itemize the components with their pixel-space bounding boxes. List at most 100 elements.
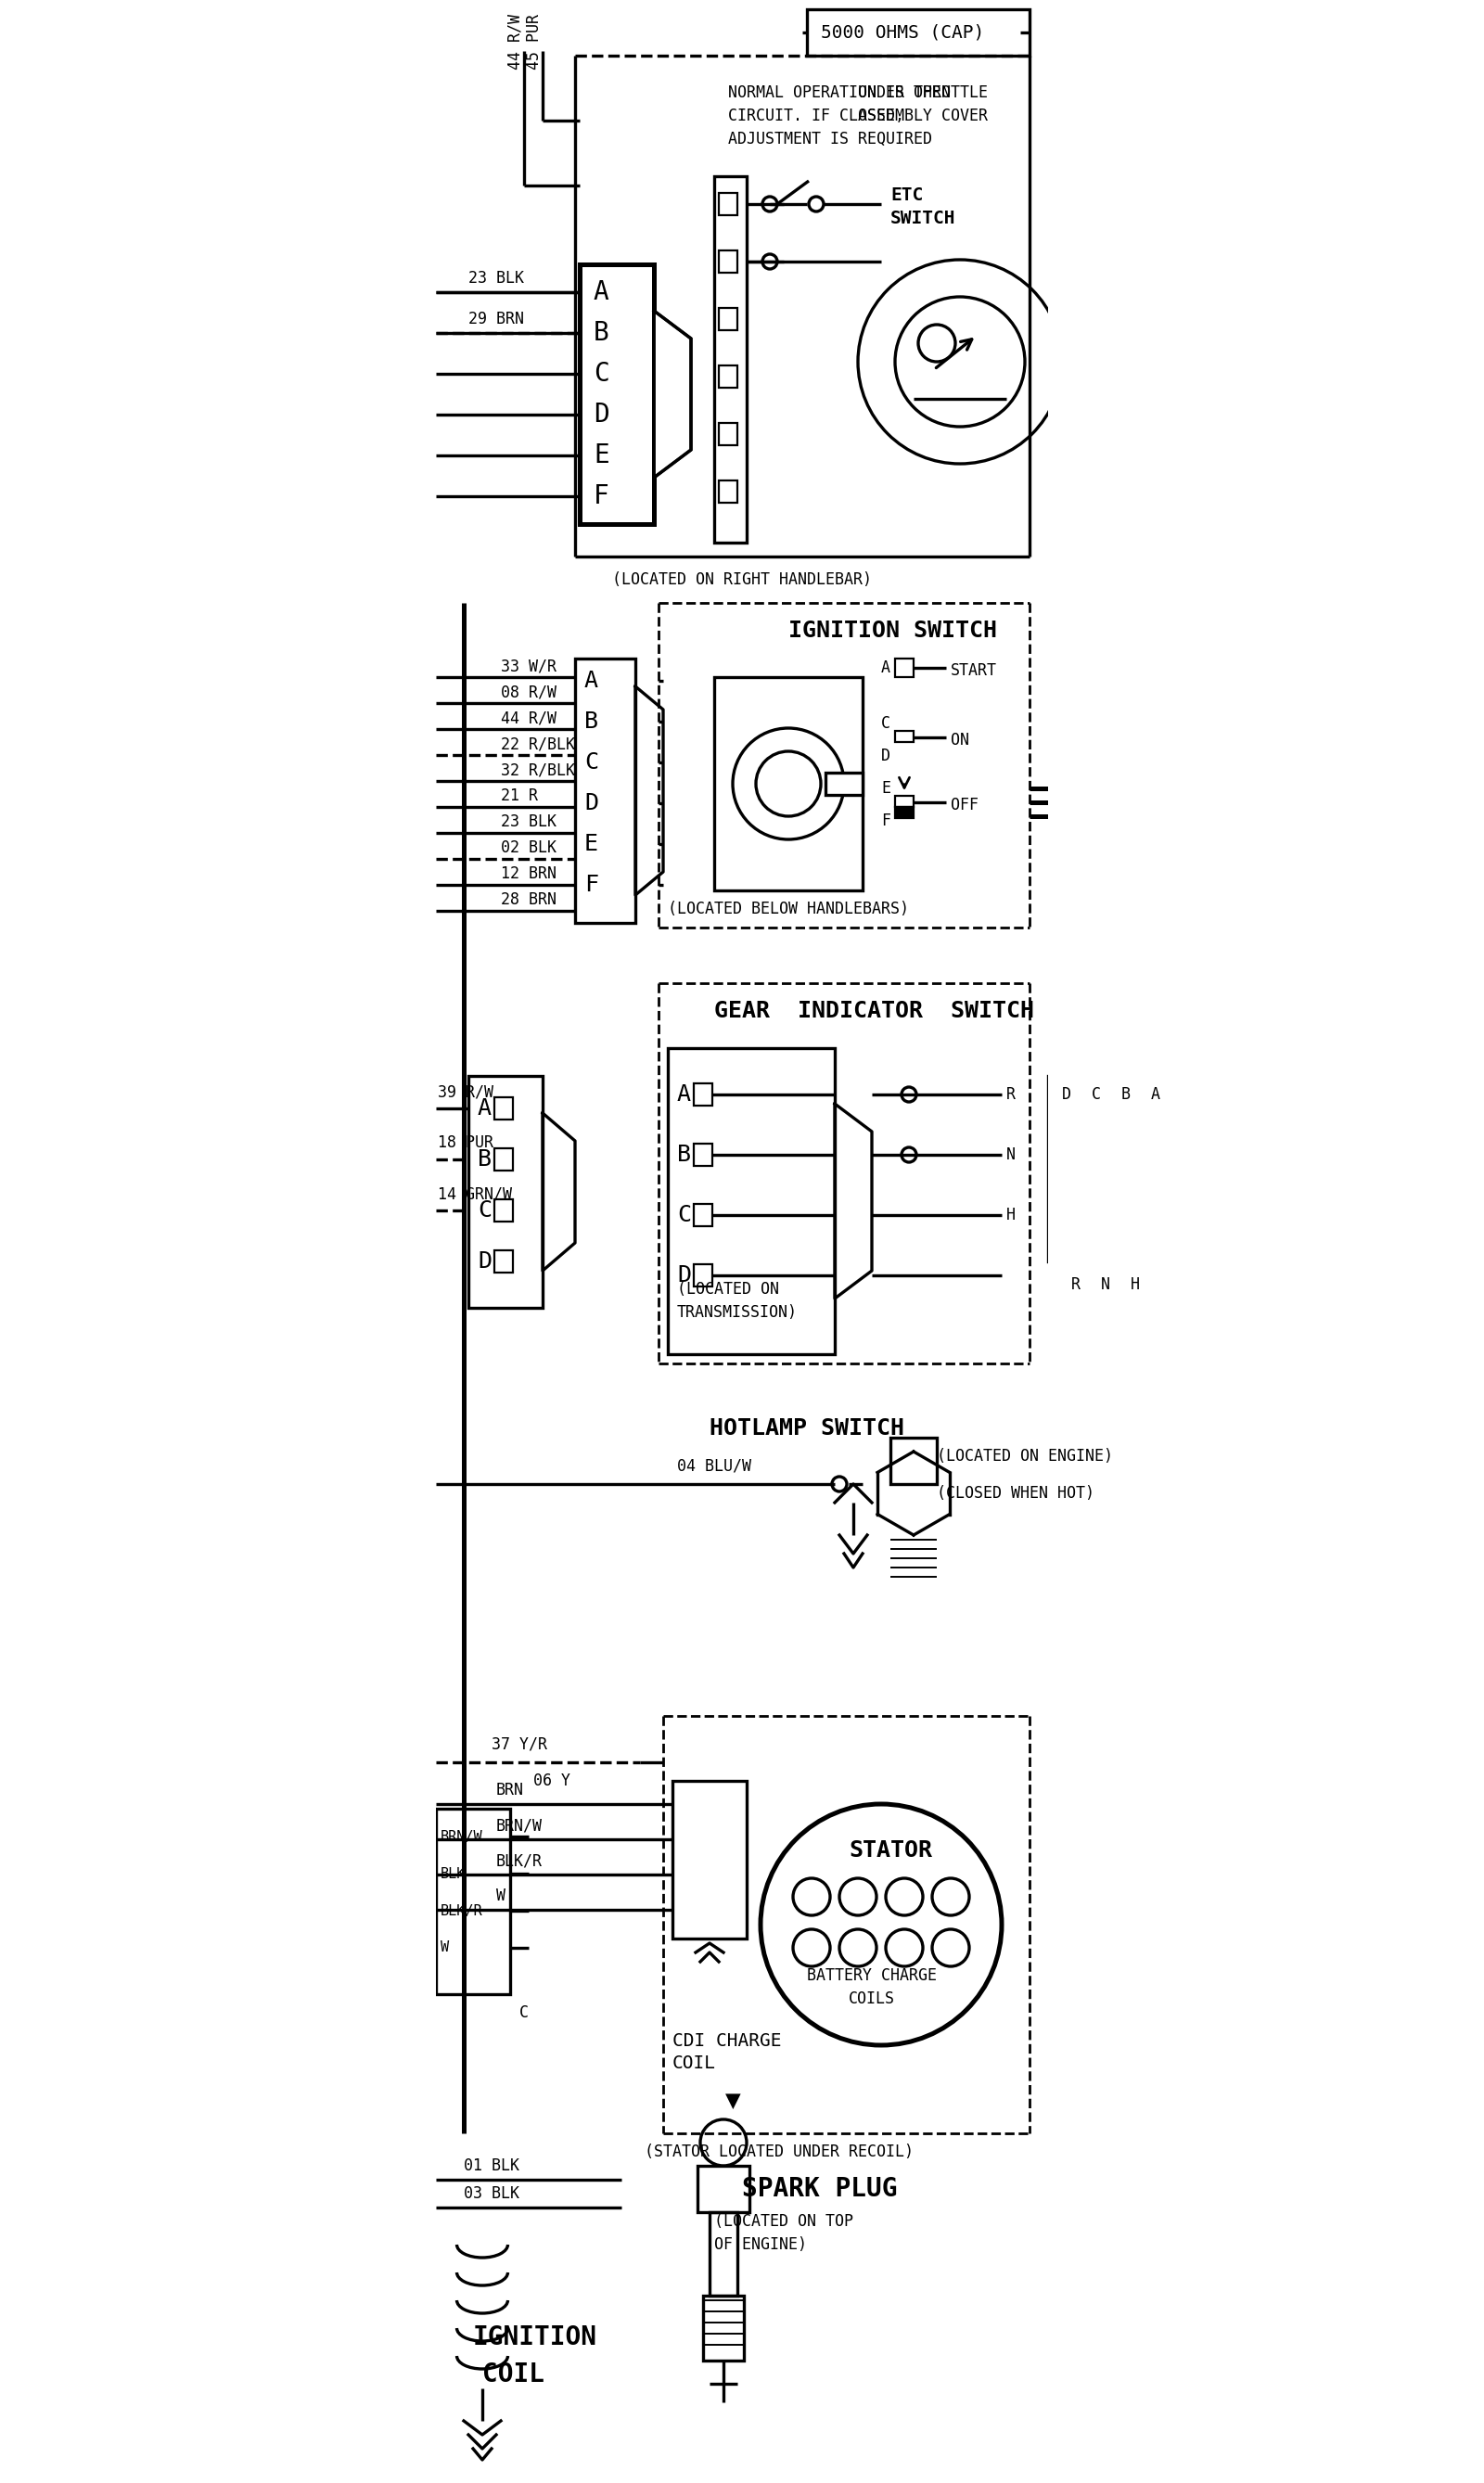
Text: B: B: [594, 320, 608, 345]
Text: OF ENGINE): OF ENGINE): [714, 2237, 807, 2252]
Circle shape: [840, 1929, 877, 1967]
Text: 04 BLU/W: 04 BLU/W: [677, 1458, 751, 1475]
Text: 5000 OHMS (CAP): 5000 OHMS (CAP): [821, 25, 984, 42]
Text: F: F: [881, 812, 890, 829]
Text: N: N: [1101, 1276, 1110, 1294]
Text: 14 GRN/W: 14 GRN/W: [438, 1184, 512, 1202]
Text: 44 R/W: 44 R/W: [508, 15, 524, 70]
Text: OFF: OFF: [951, 797, 978, 814]
Circle shape: [902, 1088, 917, 1102]
Text: C: C: [478, 1199, 491, 1222]
Circle shape: [760, 1805, 1002, 2046]
Bar: [890, 1438, 936, 1485]
Bar: [695, 1145, 712, 1167]
Text: 44 R/W: 44 R/W: [502, 710, 556, 725]
Text: START: START: [951, 663, 997, 678]
Bar: [695, 1083, 712, 1105]
Text: ▼: ▼: [726, 2088, 741, 2113]
Text: W: W: [496, 1887, 506, 1904]
Text: D: D: [881, 747, 890, 765]
Text: COIL: COIL: [482, 2361, 545, 2389]
Text: IGNITION SWITCH: IGNITION SWITCH: [788, 621, 997, 641]
Text: C: C: [594, 360, 608, 387]
Bar: [1146, 1105, 1165, 1122]
Text: ON: ON: [951, 732, 969, 747]
Text: HOTLAMP SWITCH: HOTLAMP SWITCH: [709, 1418, 904, 1440]
Text: BLK/R: BLK/R: [441, 1904, 482, 1917]
Text: (LOCATED ON TOP: (LOCATED ON TOP: [714, 2212, 853, 2230]
Text: 06 Y: 06 Y: [533, 1773, 570, 1790]
Bar: [709, 2212, 738, 2297]
Text: A: A: [1152, 1085, 1160, 1102]
Bar: [718, 365, 738, 387]
Text: BLK: BLK: [441, 1867, 466, 1880]
Bar: [494, 1147, 513, 1169]
Text: B: B: [1122, 1085, 1131, 1102]
Bar: [895, 730, 914, 742]
Bar: [714, 176, 746, 544]
Circle shape: [932, 1877, 969, 1914]
Text: D: D: [1063, 1085, 1071, 1102]
Text: W: W: [441, 1942, 450, 1954]
Bar: [1117, 1105, 1135, 1122]
Circle shape: [792, 1877, 830, 1914]
Text: NORMAL OPERATION IS OPEN: NORMAL OPERATION IS OPEN: [729, 84, 951, 102]
Text: A: A: [881, 660, 890, 675]
Bar: [895, 807, 914, 817]
Circle shape: [840, 1877, 877, 1914]
Text: TRANSMISSION): TRANSMISSION): [677, 1304, 798, 1321]
Text: 37 Y/R: 37 Y/R: [491, 1736, 548, 1753]
Text: ASSEMBLY COVER: ASSEMBLY COVER: [858, 107, 988, 124]
Text: 01 BLK: 01 BLK: [463, 2158, 519, 2175]
Text: 39 R/W: 39 R/W: [438, 1083, 493, 1100]
Bar: [576, 658, 635, 924]
Text: (LOCATED BELOW HANDLEBARS): (LOCATED BELOW HANDLEBARS): [668, 901, 908, 916]
Text: (LOCATED ON: (LOCATED ON: [677, 1281, 779, 1299]
Circle shape: [755, 752, 821, 817]
Bar: [494, 1199, 513, 1222]
Text: COILS: COILS: [849, 1991, 895, 2006]
Polygon shape: [654, 310, 692, 477]
Text: COIL: COIL: [672, 2056, 715, 2073]
Text: D: D: [677, 1264, 692, 1286]
Text: C: C: [585, 752, 598, 775]
Circle shape: [700, 2120, 746, 2165]
Text: R: R: [1071, 1276, 1080, 1294]
Text: (LOCATED ON RIGHT HANDLEBAR): (LOCATED ON RIGHT HANDLEBAR): [613, 571, 873, 588]
Text: D: D: [585, 792, 598, 814]
Text: 23 BLK: 23 BLK: [502, 814, 556, 829]
Text: CIRCUIT. IF CLOSED,: CIRCUIT. IF CLOSED,: [729, 107, 904, 124]
Circle shape: [858, 261, 1063, 464]
Bar: [718, 422, 738, 444]
Circle shape: [886, 1877, 923, 1914]
Bar: [1048, 1075, 1192, 1261]
Text: 33 W/R: 33 W/R: [502, 658, 556, 675]
Circle shape: [763, 253, 778, 268]
Text: A: A: [677, 1083, 692, 1105]
Bar: [580, 263, 654, 524]
Text: 03 BLK: 03 BLK: [463, 2185, 519, 2202]
Text: BRN/W: BRN/W: [496, 1818, 543, 1835]
Bar: [695, 1264, 712, 1286]
Text: H: H: [1131, 1276, 1140, 1294]
Text: C: C: [519, 2004, 528, 2021]
Text: D: D: [594, 402, 608, 427]
Text: 32 R/BLK: 32 R/BLK: [502, 762, 576, 777]
Text: 18 PUR: 18 PUR: [438, 1135, 493, 1152]
Text: E: E: [585, 832, 598, 854]
Text: CDI CHARGE: CDI CHARGE: [672, 2031, 782, 2048]
Circle shape: [895, 298, 1025, 427]
Bar: [436, 1808, 510, 1994]
Text: A: A: [594, 278, 608, 305]
Bar: [703, 2297, 743, 2361]
Text: C: C: [677, 1204, 692, 1227]
Text: IGNITION: IGNITION: [473, 2324, 597, 2351]
Text: SWITCH: SWITCH: [890, 209, 956, 226]
Bar: [718, 308, 738, 330]
Text: C: C: [881, 715, 890, 732]
Bar: [1086, 1105, 1106, 1122]
Circle shape: [833, 1477, 847, 1492]
Bar: [807, 10, 1030, 55]
Text: B: B: [478, 1147, 491, 1169]
Text: (LOCATED ON ENGINE): (LOCATED ON ENGINE): [936, 1448, 1113, 1465]
